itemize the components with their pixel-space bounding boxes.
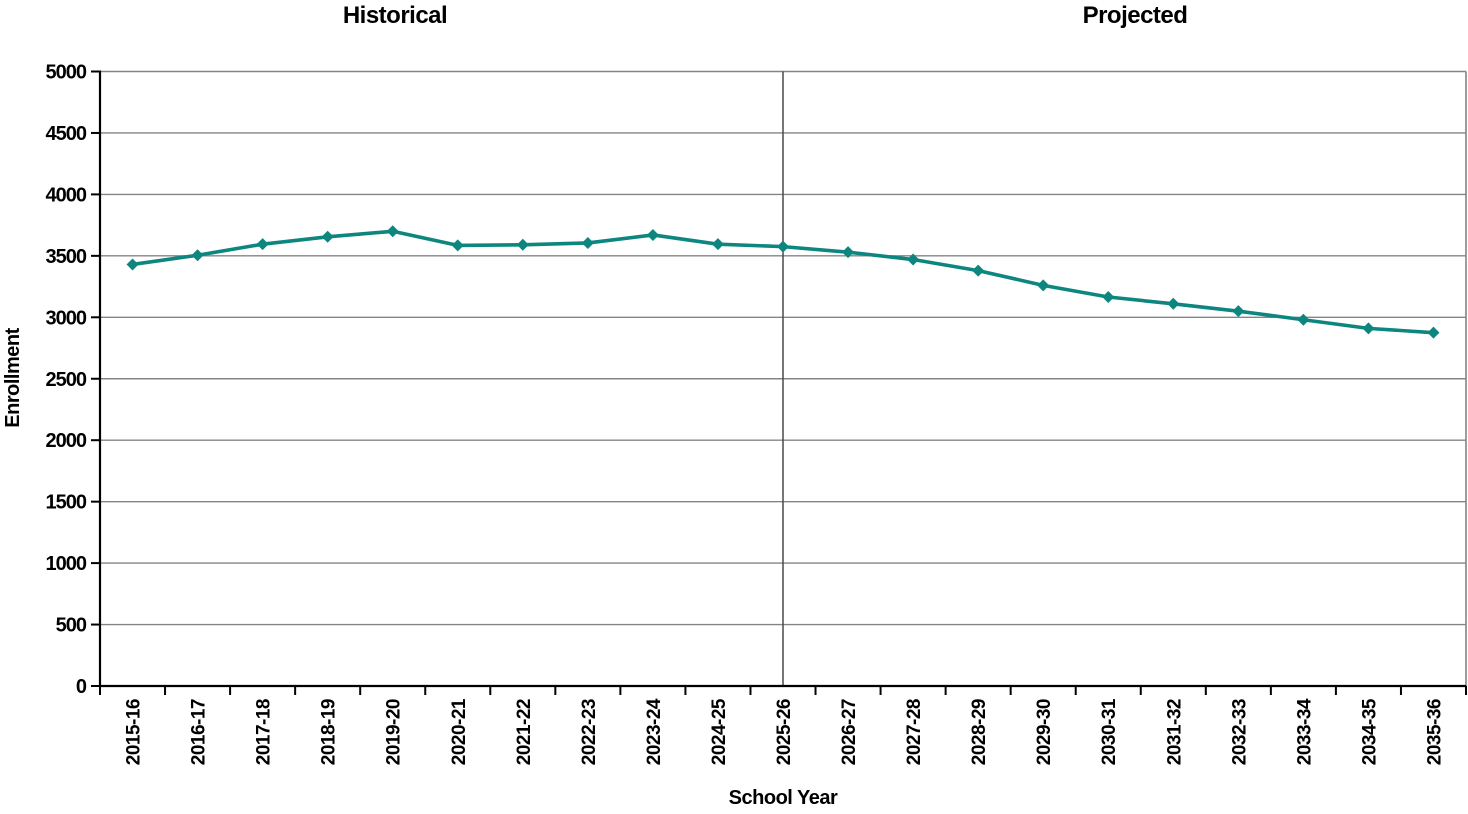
x-axis-category-label: 2017-18 <box>254 699 275 765</box>
x-axis-title: School Year <box>729 787 838 809</box>
y-axis-tick-label: 5000 <box>46 62 87 84</box>
x-axis-category-label: 2026-27 <box>839 699 860 765</box>
x-axis-category-label: 2027-28 <box>904 699 925 765</box>
data-point-marker <box>256 238 269 251</box>
data-point-marker <box>1037 279 1050 292</box>
data-point-marker <box>321 230 334 243</box>
data-point-marker <box>1102 291 1115 304</box>
x-axis-category-label: 2033-34 <box>1294 698 1315 765</box>
data-point-marker <box>711 238 724 251</box>
y-axis-tick-label: 2500 <box>46 369 87 391</box>
data-point-marker <box>1232 305 1245 318</box>
data-point-marker <box>842 246 855 259</box>
x-axis-category-label: 2021-22 <box>514 699 535 765</box>
data-point-marker <box>126 258 139 271</box>
x-axis-category-label: 2015-16 <box>124 699 145 765</box>
x-axis-category-label: 2019-20 <box>384 699 405 765</box>
data-point-marker <box>907 253 920 266</box>
x-axis-category-label: 2035-36 <box>1424 699 1445 765</box>
data-point-marker <box>451 239 464 252</box>
x-axis-category-label: 2029-30 <box>1034 699 1055 765</box>
data-point-marker <box>1362 322 1375 335</box>
data-point-marker <box>581 236 594 249</box>
y-axis-tick-label: 3500 <box>46 246 87 268</box>
section-title-historical: Historical <box>343 2 447 29</box>
y-axis-tick-label: 4500 <box>46 123 87 145</box>
x-axis-category-label: 2024-25 <box>709 698 730 765</box>
y-axis-tick-label: 2000 <box>46 430 87 452</box>
x-axis-category-label: 2020-21 <box>449 698 470 765</box>
x-axis-category-label: 2018-19 <box>319 699 340 765</box>
data-point-marker <box>1167 297 1180 310</box>
y-axis-tick-label: 500 <box>56 615 87 637</box>
x-axis-category-label: 2016-17 <box>189 699 210 765</box>
y-axis-tick-label: 3000 <box>46 307 87 329</box>
y-axis-tick-label: 1500 <box>46 492 87 514</box>
data-point-marker <box>777 240 789 253</box>
y-axis-title: Enrollment <box>2 327 24 427</box>
data-point-marker <box>516 238 529 251</box>
data-point-marker <box>191 249 204 262</box>
data-point-marker <box>972 264 985 277</box>
x-axis-category-label: 2032-33 <box>1229 699 1250 765</box>
y-axis-tick-label: 0 <box>76 676 87 698</box>
x-axis-category-label: 2034-35 <box>1359 698 1380 765</box>
x-axis-category-label: 2025-26 <box>774 699 795 765</box>
y-axis-tick-label: 1000 <box>46 553 87 575</box>
data-point-marker <box>1297 313 1310 326</box>
data-point-marker <box>1427 326 1440 339</box>
data-point-marker <box>386 225 399 238</box>
x-axis-category-label: 2030-31 <box>1099 698 1120 765</box>
x-axis-category-label: 2022-23 <box>579 699 600 765</box>
x-axis-category-label: 2028-29 <box>969 699 990 765</box>
data-point-marker <box>646 228 659 241</box>
axis-tick-marks <box>91 70 1467 695</box>
x-axis-category-label: 2031-32 <box>1164 699 1185 765</box>
x-axis-category-labels: 2015-16 2016-17 2017-18 2018-19 2019-20 2020-… <box>124 698 1446 765</box>
y-axis-tick-labels: 0 500 1000 1500 2000 2500 3000 3500 4000 4500 5000 <box>46 62 88 699</box>
y-axis-tick-label: 4000 <box>46 184 87 206</box>
section-title-projected: Projected <box>1083 2 1188 29</box>
x-axis-category-label: 2023-24 <box>644 698 665 765</box>
enrollment-series <box>126 225 1440 339</box>
